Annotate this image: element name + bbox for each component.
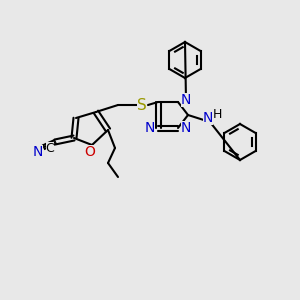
- Text: N: N: [181, 121, 191, 135]
- Text: C: C: [46, 142, 54, 154]
- Text: N: N: [33, 145, 43, 159]
- Text: N: N: [145, 121, 155, 135]
- Text: N: N: [203, 111, 213, 125]
- Text: N: N: [181, 93, 191, 107]
- Text: O: O: [85, 145, 95, 159]
- Text: S: S: [137, 98, 147, 112]
- Text: H: H: [212, 107, 222, 121]
